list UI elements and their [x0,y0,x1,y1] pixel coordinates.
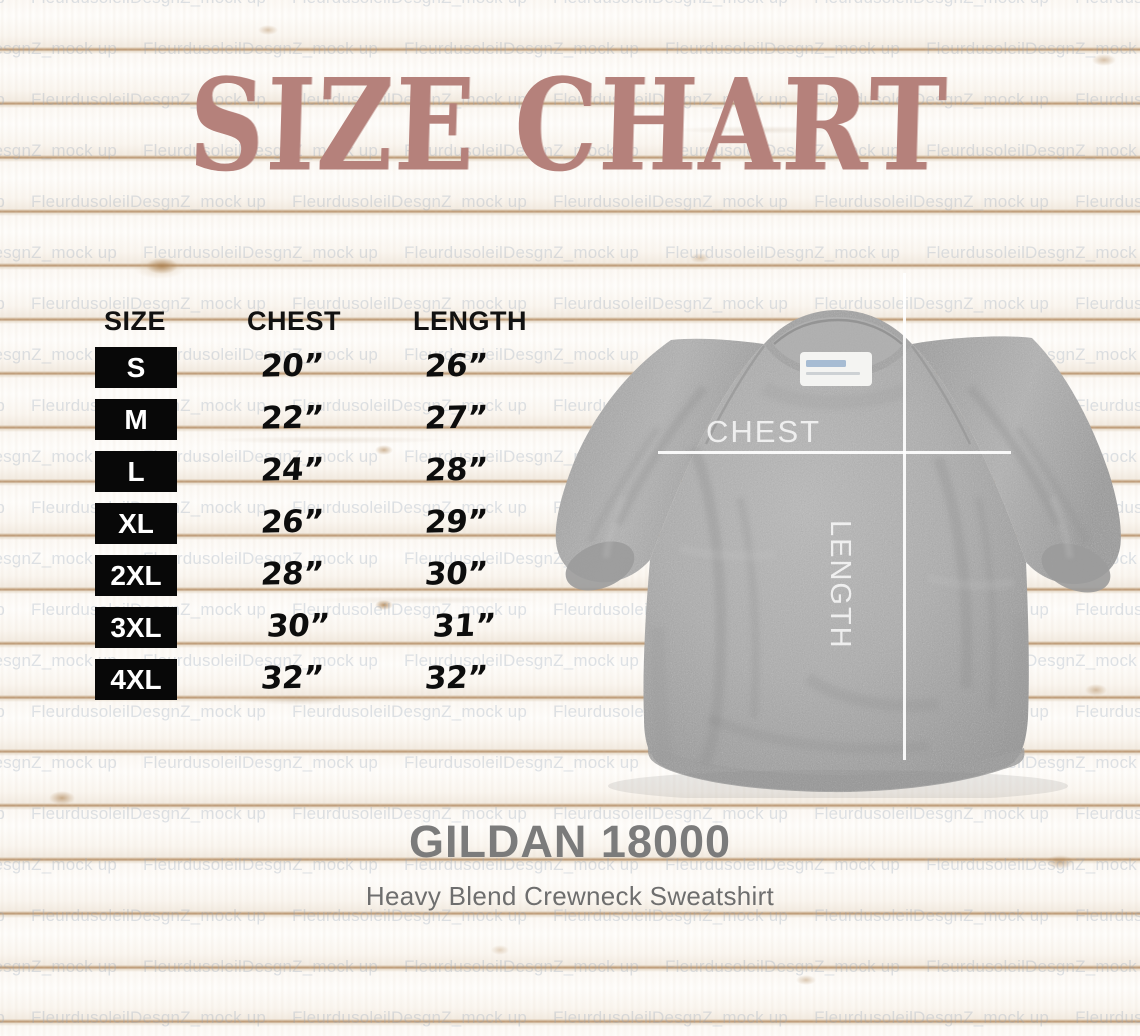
waistband-rib [647,746,1025,793]
length-value-cell: 31” [431,607,497,645]
chest-overlay-label: CHEST [706,414,822,449]
right-cuff [1041,543,1111,593]
table-row: L 24” 28” [95,448,575,500]
size-badge: 4XL [95,659,177,700]
right-sleeve [912,336,1121,584]
chest-value-cell: 22” [259,399,325,437]
length-value-cell: 30” [423,555,489,593]
chest-value-cell: 20” [259,347,325,385]
sleeve-folds [586,385,1090,559]
length-value-cell: 29” [423,503,489,541]
length-value-cell: 27” [423,399,489,437]
length-value-cell: 32” [423,659,489,697]
table-row: S 20” 26” [95,344,575,396]
length-measurement-guide-line [903,273,906,760]
chest-value-cell: 32” [259,659,325,697]
column-header-chest: CHEST [247,306,342,336]
size-badge: L [95,451,177,492]
table-row: 3XL 30” 31” [95,604,575,656]
table-row: 4XL 32” 32” [95,656,575,708]
table-row: M 22” 27” [95,396,575,448]
footer-block: GILDAN 18000 Heavy Blend Crewneck Sweats… [0,818,1140,912]
neck-tag-logo [806,360,846,367]
size-badge: S [95,347,177,388]
length-value-cell: 26” [423,347,489,385]
right-shoulder-seam [911,345,972,445]
sweatshirt-body [643,332,1029,792]
left-cuff [565,541,635,591]
size-badge: M [95,399,177,440]
sweatshirt-product-image [508,248,1140,798]
collar-seam [773,318,903,345]
product-subtitle: Heavy Blend Crewneck Sweatshirt [365,881,775,912]
size-badge: 2XL [95,555,177,596]
size-badge: XL [95,503,177,544]
neck-tag-line [806,372,860,375]
size-badge: 3XL [95,607,177,648]
left-sleeve [555,338,764,583]
neck-tag [800,352,872,386]
chest-measurement-guide-line [658,451,1011,454]
sweatshirt-illustration [555,310,1121,798]
size-table-header-row: SIZE CHEST LENGTH [95,300,575,344]
chest-value-cell: 28” [259,555,325,593]
table-row: XL 26” 29” [95,500,575,552]
table-row: 2XL 28” 30” [95,552,575,604]
length-overlay-label: LENGTH [824,520,856,650]
page-title-text: SIZE CHART [186,49,950,200]
fabric-folds [651,381,1028,767]
column-header-length: LENGTH [413,306,527,336]
brand-name: GILDAN 18000 [408,816,732,867]
page-title: SIZE CHART [0,50,1140,200]
size-table: SIZE CHEST LENGTH S 20” 26” M 22” 27” L … [95,300,575,708]
chest-value-cell: 30” [265,607,331,645]
left-shoulder-seam [704,345,765,445]
length-value-cell: 28” [423,451,489,489]
column-header-size: SIZE [104,306,167,336]
chest-value-cell: 26” [259,503,325,541]
drop-shadow [608,770,1068,798]
chest-value-cell: 24” [259,451,325,489]
